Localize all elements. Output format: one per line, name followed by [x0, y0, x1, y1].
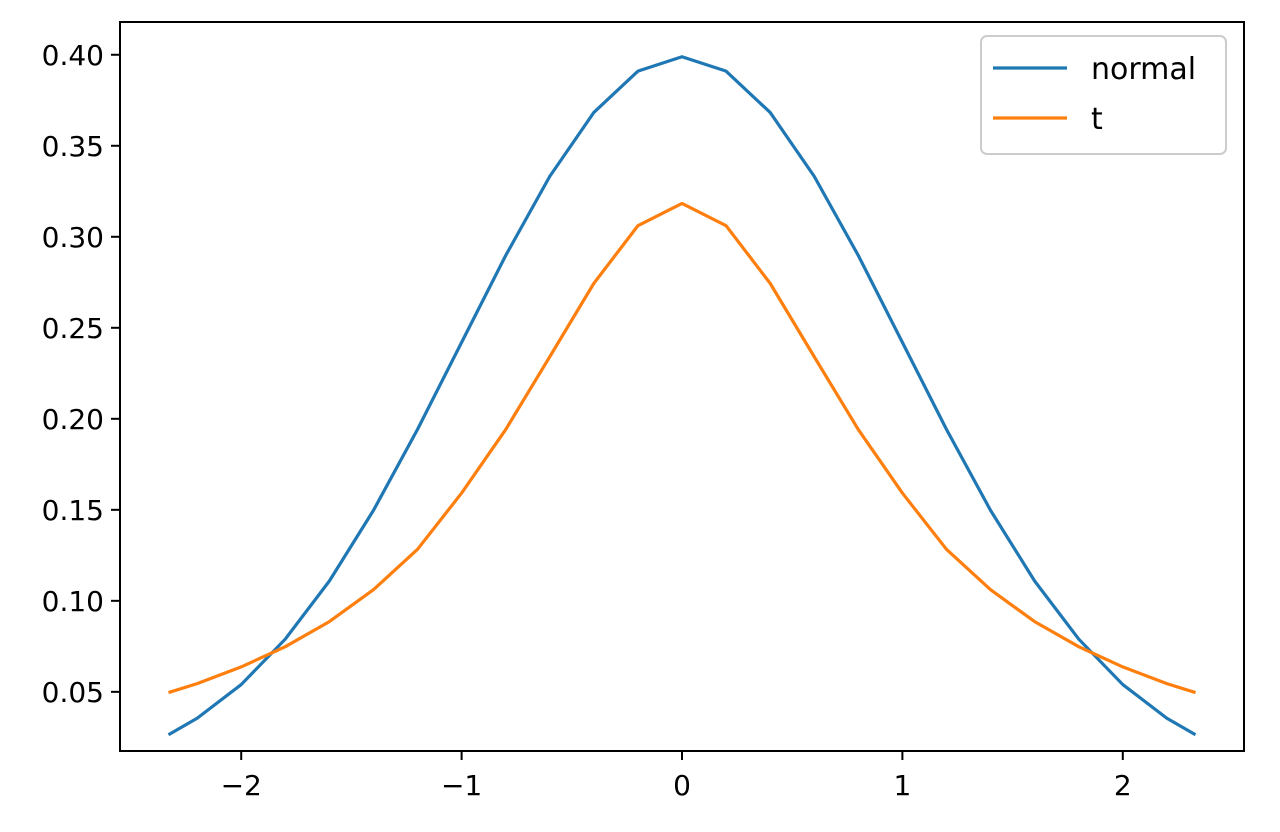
series-line-t	[168, 201, 1196, 695]
series-layer	[167, 55, 1197, 737]
y-tick-label: 0.40	[42, 39, 104, 72]
legend-label-normal: normal	[1091, 52, 1196, 87]
y-tick-label: 0.15	[42, 494, 104, 527]
x-tick-label: 0	[673, 769, 691, 802]
series-line-normal	[167, 55, 1197, 737]
y-tick-label: 0.10	[42, 585, 104, 618]
x-tick-label: 1	[893, 769, 911, 802]
legend: normal t	[980, 35, 1227, 155]
x-tick-label: −2	[221, 769, 262, 802]
y-tick-label: 0.05	[42, 676, 104, 709]
x-tick-label: 2	[1114, 769, 1132, 802]
y-tick-label: 0.25	[42, 312, 104, 345]
legend-entries: normal t	[993, 52, 1196, 137]
y-tick-label: 0.20	[42, 403, 104, 436]
x-axis: −2 −1 0 1 2	[221, 751, 1132, 802]
y-tick-label: 0.30	[42, 221, 104, 254]
y-tick-label: 0.35	[42, 130, 104, 163]
legend-box	[980, 35, 1227, 155]
y-axis: 0.05 0.10 0.15 0.20 0.25 0.30 0.35 0.40	[42, 39, 120, 709]
legend-label-t: t	[1091, 102, 1103, 137]
x-tick-label: −1	[441, 769, 482, 802]
